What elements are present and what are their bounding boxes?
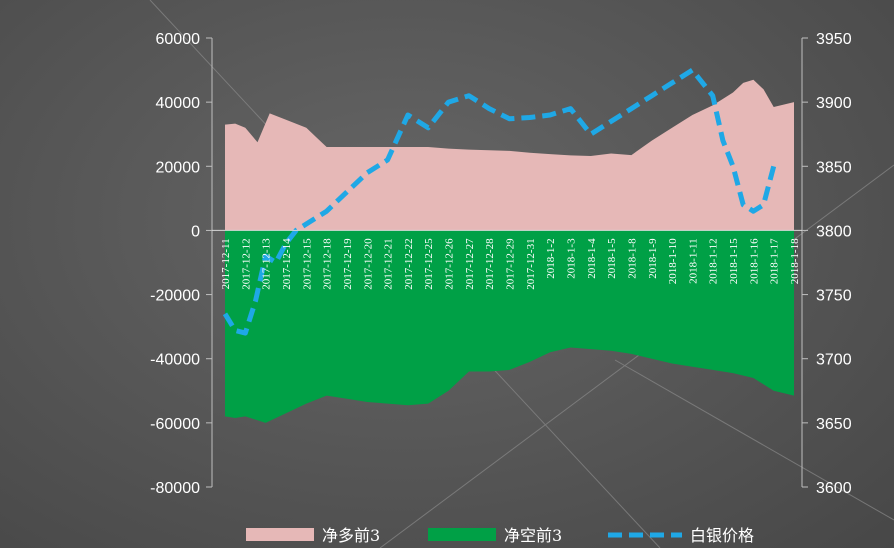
x-tick-label: 2018-1-8 xyxy=(626,238,638,279)
x-tick-label: 2018-1-9 xyxy=(647,238,659,279)
area-series-2 xyxy=(225,230,794,423)
axes: -80000 -60000 -40000 -20000 0 20000 40000 60000… xyxy=(150,31,852,497)
y-left-tick-label: 20000 xyxy=(156,159,201,176)
x-tick-label: 2018-1-10 xyxy=(667,238,679,284)
x-tick-label: 2018-1-11 xyxy=(687,238,699,283)
x-tick-label: 2017-12-21 xyxy=(383,238,395,289)
legend-swatch xyxy=(246,528,314,541)
price-line xyxy=(222,67,777,336)
x-tick-label: 2017-12-22 xyxy=(403,238,415,289)
y-left-tick-label: -40000 xyxy=(150,352,200,369)
x-tick-label: 2018-1-12 xyxy=(708,238,720,284)
x-tick-label: 2017-12-26 xyxy=(444,238,456,290)
x-tick-label: 2018-1-4 xyxy=(586,238,598,279)
y-right-tick-label: 3900 xyxy=(816,95,852,112)
y-right-tick-label: 3600 xyxy=(816,480,852,497)
legend: 净多前3 净空前3 白银价格 xyxy=(246,526,754,545)
x-tick-label: 2018-1-18 xyxy=(789,238,801,284)
x-tick-label: 2018-1-16 xyxy=(748,238,760,284)
legend-label: 白银价格 xyxy=(690,526,754,545)
x-tick-label: 2018-1-17 xyxy=(769,238,781,284)
x-tick-label: 2018-1-3 xyxy=(566,238,578,279)
x-tick-label: 2017-12-27 xyxy=(464,238,476,290)
x-tick-label: 2017-12-14 xyxy=(281,238,293,290)
y-left-tick-label: -20000 xyxy=(150,288,200,305)
x-tick-label: 2018-1-15 xyxy=(728,238,740,284)
y-right-tick-label: 3800 xyxy=(816,223,852,240)
legend-label: 净多前3 xyxy=(322,526,380,545)
legend-item-1: 净多前3 xyxy=(246,526,380,545)
x-tick-label: 2017-12-20 xyxy=(362,238,374,290)
y-right-tick-label: 3650 xyxy=(816,416,852,433)
plot-area xyxy=(222,67,794,423)
y-left-tick-label: 60000 xyxy=(156,31,201,48)
area-series-1 xyxy=(225,79,794,231)
legend-item-3: 白银价格 xyxy=(608,526,754,545)
x-tick-label: 2017-12-13 xyxy=(261,238,273,290)
y-right-tick-label: 3700 xyxy=(816,352,852,369)
y-left-tick-label: 40000 xyxy=(156,95,201,112)
x-tick-label: 2018-1-5 xyxy=(606,238,618,279)
x-tick-label: 2017-12-29 xyxy=(505,238,517,290)
y-left-tick-label: -60000 xyxy=(150,416,200,433)
x-tick-label: 2017-12-18 xyxy=(322,238,334,290)
x-tick-label: 2017-12-12 xyxy=(240,238,252,289)
y-right-tick-label: 3850 xyxy=(816,159,852,176)
x-tick-label: 2018-1-2 xyxy=(545,238,557,278)
x-tick-label: 2017-12-25 xyxy=(423,238,435,290)
y-right-tick-label: 3950 xyxy=(816,31,852,48)
x-tick-label: 2017-12-28 xyxy=(484,238,496,290)
legend-swatch xyxy=(428,528,496,541)
legend-item-2: 净空前3 xyxy=(428,526,562,545)
y-left-tick-label: 0 xyxy=(191,223,200,240)
x-tick-label: 2017-12-11 xyxy=(220,238,232,289)
x-tick-label: 2017-12-19 xyxy=(342,238,354,290)
x-tick-label: 2017-12-15 xyxy=(301,238,313,290)
y-left-tick-label: -80000 xyxy=(150,480,200,497)
x-tick-label: 2017-12-31 xyxy=(525,238,537,289)
category-labels: 2017-12-11 2017-12-12 2017-12-13 2017-12-14… xyxy=(220,238,801,290)
y-right-tick-label: 3750 xyxy=(816,288,852,305)
legend-label: 净空前3 xyxy=(504,526,562,545)
